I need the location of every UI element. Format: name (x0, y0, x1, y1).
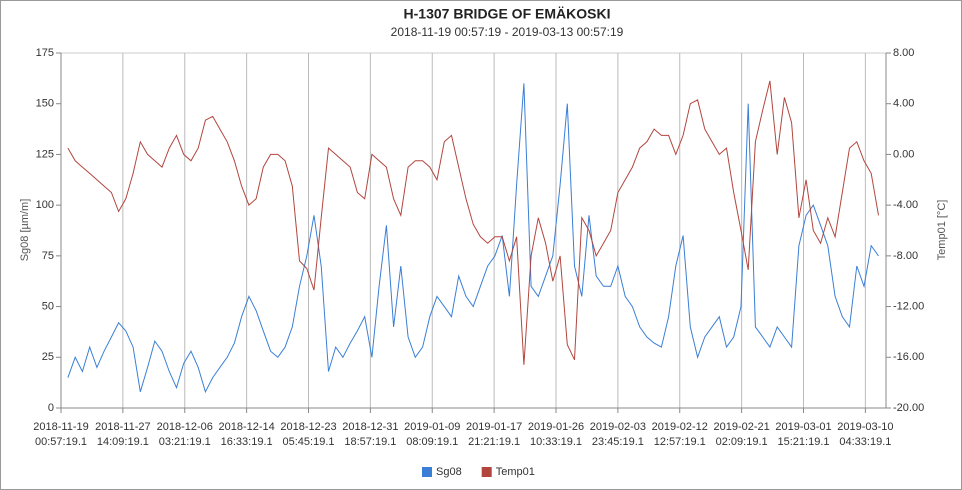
x-tick-label: 18:57:19.1 (344, 436, 396, 448)
y2-tick-label: 4.00 (893, 98, 914, 110)
x-tick-label: 16:33:19.1 (221, 436, 273, 448)
x-tick-label: 21:21:19.1 (468, 436, 520, 448)
x-tick-label: 2018-12-06 (157, 421, 213, 433)
x-tick-label: 2018-12-14 (218, 421, 274, 433)
y-tick-label: 75 (42, 250, 54, 262)
chart-title: H-1307 BRIDGE OF EMÄKOSKI (404, 6, 611, 22)
x-tick-label: 2019-02-12 (652, 421, 708, 433)
x-tick-label: 2018-12-23 (280, 421, 336, 433)
y-tick-label: 25 (42, 351, 54, 363)
x-tick-label: 03:21:19.1 (159, 436, 211, 448)
x-tick-label: 15:21:19.1 (778, 436, 830, 448)
y2-tick-label: 0.00 (893, 148, 914, 160)
x-tick-label: 2019-03-01 (775, 421, 831, 433)
series-line (67, 80, 879, 365)
x-tick-label: 12:57:19.1 (654, 436, 706, 448)
y2-tick-label: 8.00 (893, 47, 914, 59)
legend-swatch (422, 467, 432, 477)
y2-tick-label: -12.00 (893, 300, 924, 312)
y2-axis-title: Temp01 [°C] (936, 200, 948, 261)
x-tick-label: 2019-03-10 (837, 421, 893, 433)
y-tick-label: 150 (36, 98, 54, 110)
x-tick-label: 08:09:19.1 (406, 436, 458, 448)
x-tick-label: 2018-12-31 (342, 421, 398, 433)
y2-tick-label: -4.00 (893, 199, 918, 211)
y-tick-label: 125 (36, 148, 54, 160)
y2-tick-label: -16.00 (893, 351, 924, 363)
y-axis-title: Sg08 [µm/m] (19, 199, 31, 262)
y-tick-label: 50 (42, 300, 54, 312)
chart-subtitle: 2018-11-19 00:57:19 - 2019-03-13 00:57:1… (391, 25, 624, 39)
x-tick-label: 2019-01-26 (528, 421, 584, 433)
legend-swatch (481, 467, 492, 477)
x-tick-label: 05:45:19.1 (283, 436, 335, 448)
series-line (67, 83, 879, 394)
y-tick-label: 0 (48, 402, 54, 414)
legend-label: Sg08 (436, 466, 462, 478)
x-tick-label: 2019-02-03 (590, 421, 646, 433)
legend-label: Temp01 (496, 466, 535, 478)
x-tick-label: 2019-01-17 (466, 421, 522, 433)
x-tick-label: 2019-02-21 (713, 421, 769, 433)
x-tick-label: 23:45:19.1 (592, 436, 644, 448)
x-tick-label: 02:09:19.1 (716, 436, 768, 448)
x-tick-label: 2018-11-19 (33, 421, 88, 433)
x-tick-label: 2019-01-09 (404, 421, 460, 433)
x-tick-label: 14:09:19.1 (97, 436, 149, 448)
x-tick-label: 00:57:19.1 (35, 436, 87, 448)
y-tick-label: 100 (36, 199, 54, 211)
y2-tick-label: -8.00 (893, 250, 918, 262)
x-tick-label: 04:33:19.1 (839, 436, 891, 448)
x-tick-label: 10:33:19.1 (530, 436, 582, 448)
y2-tick-label: -20.00 (893, 402, 924, 414)
y-tick-label: 175 (36, 47, 54, 59)
x-tick-label: 2018-11-27 (95, 421, 150, 433)
